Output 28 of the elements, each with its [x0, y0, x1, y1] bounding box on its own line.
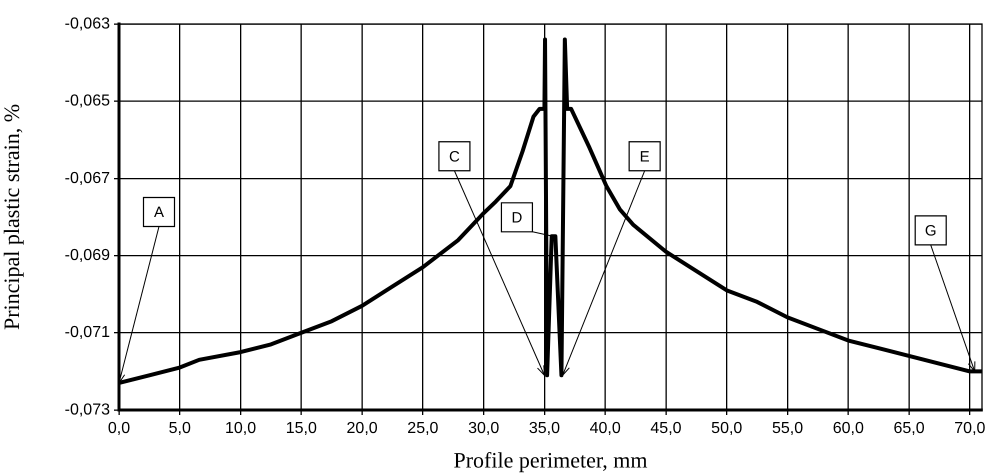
x-tick-label: 65,0: [894, 420, 925, 438]
x-tick-label: 50,0: [711, 420, 742, 438]
x-tick-label: 5,0: [168, 420, 191, 438]
y-tick-label: -0,069: [64, 247, 110, 264]
annotation: E: [640, 148, 650, 166]
x-tick-label: 25,0: [407, 420, 439, 438]
x-tick-label: 60,0: [832, 420, 864, 438]
y-tick-label: -0,063: [64, 15, 110, 32]
x-tick-label: 15,0: [286, 420, 317, 438]
annotation: A: [154, 204, 164, 222]
x-axis-title: Profile perimeter, mm: [453, 448, 648, 473]
x-tick-label: 10,0: [224, 420, 256, 438]
x-tick-label: 40,0: [590, 420, 621, 438]
y-tick-label: -0,065: [64, 92, 110, 110]
y-axis-title: Principal plastic strain, %: [0, 104, 24, 330]
x-tick-label: 70,0: [954, 420, 986, 438]
y-tick-label: -0,067: [64, 170, 110, 187]
x-tick-label: 30,0: [468, 420, 500, 438]
x-tick-label: 45,0: [650, 420, 682, 438]
x-tick-label: 0,0: [108, 420, 130, 438]
annotation: G: [924, 222, 937, 240]
annotation: D: [512, 209, 523, 226]
annotation: C: [449, 148, 460, 166]
y-tick-label: -0,071: [64, 324, 110, 342]
x-tick-label: 35,0: [528, 420, 560, 438]
x-tick-label: 20,0: [346, 420, 378, 438]
x-tick-label: 55,0: [772, 420, 804, 438]
y-tick-label: -0,073: [64, 401, 110, 418]
